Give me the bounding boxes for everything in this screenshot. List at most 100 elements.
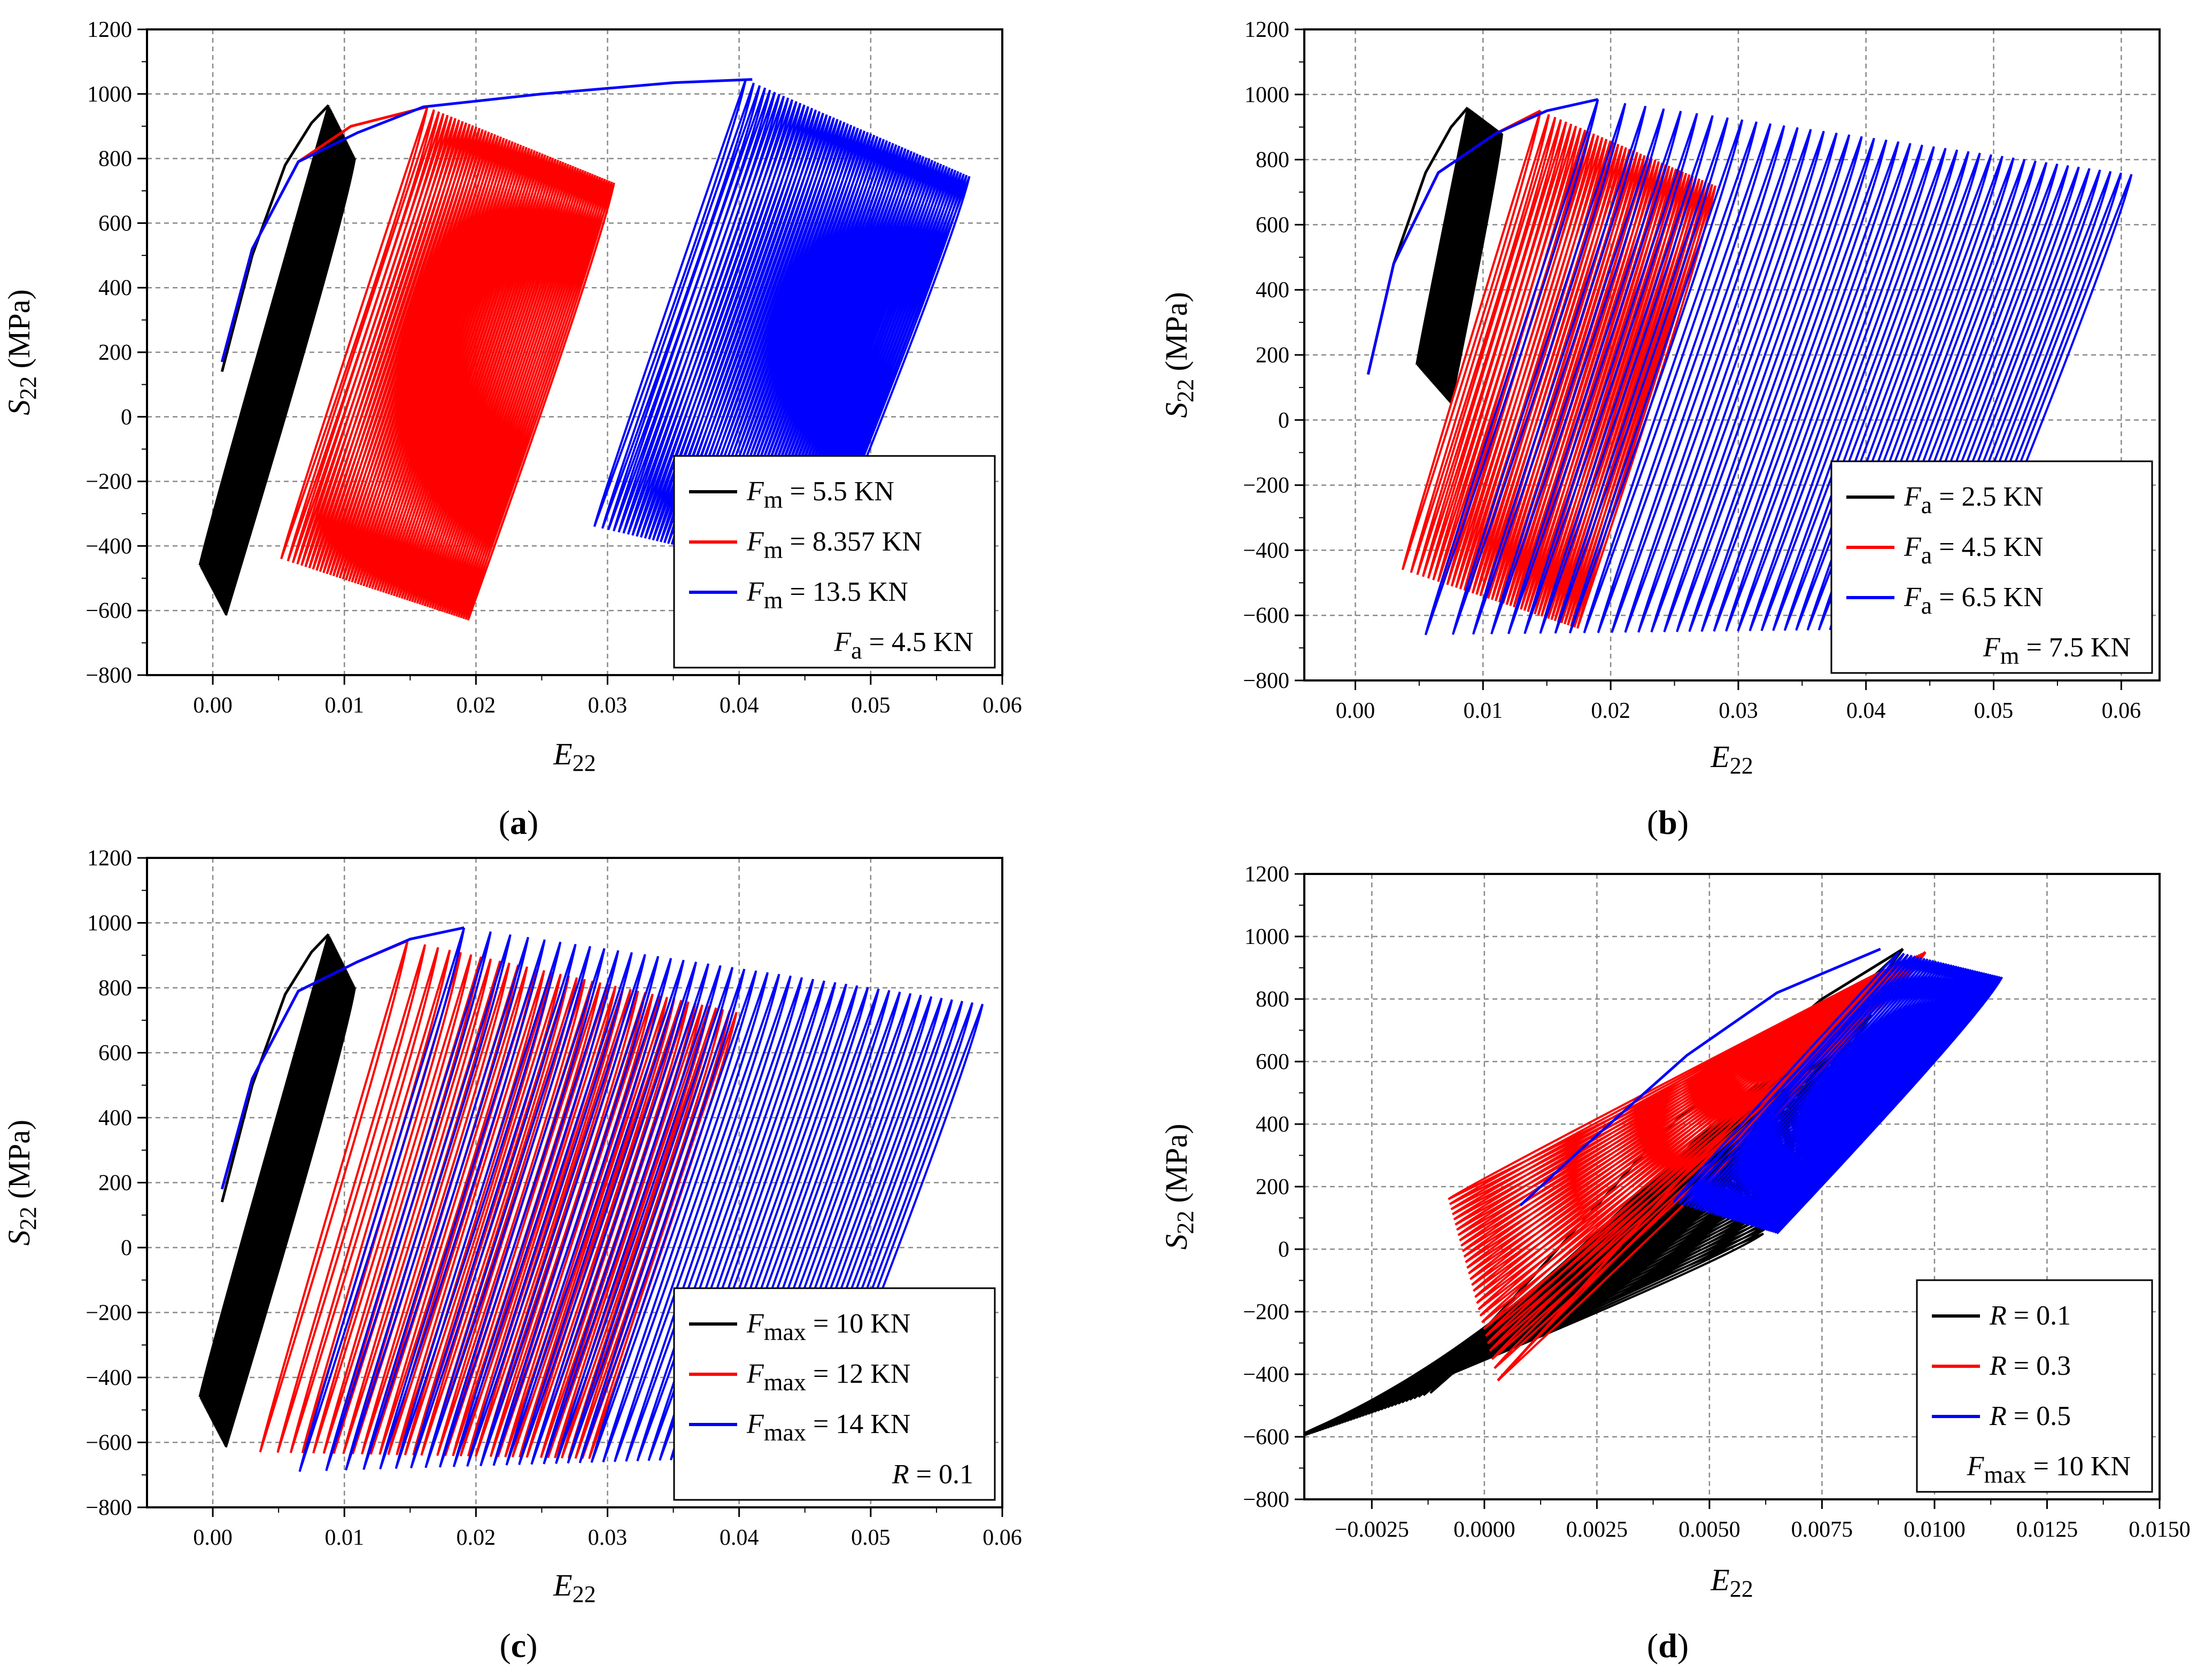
series-cycles xyxy=(280,106,615,621)
x-tick-label: 0.03 xyxy=(588,693,628,718)
y-tick-label: −800 xyxy=(1243,669,1289,693)
legend-note: Fmax = 10 KN xyxy=(1967,1451,2131,1488)
y-tick-label: 1000 xyxy=(87,82,132,107)
y-tick-label: −800 xyxy=(86,663,132,688)
y-tick-label: 1200 xyxy=(1244,18,1289,42)
y-tick-label: 0 xyxy=(1278,1237,1289,1262)
panel-caption: (d) xyxy=(1647,1627,1689,1664)
legend-entry: Fm = 13.5 KN xyxy=(746,577,908,614)
legend: R = 0.1 R = 0.3 R = 0.5 Fmax = 10 KN xyxy=(1916,1279,2153,1493)
y-tick-label: −400 xyxy=(86,1366,132,1390)
x-tick-label: 0.00 xyxy=(1336,699,1375,723)
series-envelope xyxy=(220,78,753,362)
y-axis-label: S22 (MPa) xyxy=(1159,292,1198,418)
legend-note: Fa = 4.5 KN xyxy=(833,627,973,664)
series-cycles xyxy=(1672,951,2003,1235)
y-tick-label: 400 xyxy=(98,276,132,300)
series-envelope xyxy=(1519,948,1881,1206)
x-tick-label: 0.0100 xyxy=(1904,1518,1966,1542)
legend-entry: R = 0.1 xyxy=(1989,1300,2071,1331)
legend-entry: Fa = 2.5 KN xyxy=(1904,482,2044,518)
y-tick-label: 0 xyxy=(121,1236,132,1260)
y-tick-label: 800 xyxy=(1256,148,1289,173)
series-envelope xyxy=(220,104,330,372)
y-tick-label: −600 xyxy=(86,1431,132,1456)
plot-area xyxy=(1366,98,2133,636)
legend: Fa = 2.5 KN Fa = 4.5 KN Fa = 6.5 KN Fm = 7.… xyxy=(1830,460,2153,674)
y-tick-label: 1000 xyxy=(1244,925,1289,949)
x-axis-label: E22 xyxy=(553,737,595,776)
x-tick-label: 0.04 xyxy=(720,693,759,718)
y-tick-label: 200 xyxy=(1256,1175,1289,1199)
x-tick-label: 0.06 xyxy=(2102,699,2141,723)
y-tick-label: −200 xyxy=(1243,1300,1289,1325)
x-tick-label: 0.02 xyxy=(1591,699,1630,723)
x-tick-label: 0.0000 xyxy=(1453,1518,1515,1542)
series-envelope xyxy=(220,926,465,1190)
y-axis-label: S22 (MPa) xyxy=(2,289,41,415)
y-axis-label: S22 (MPa) xyxy=(2,1120,41,1246)
legend-entry: Fa = 6.5 KN xyxy=(1904,582,2044,619)
x-tick-label: 0.03 xyxy=(588,1526,628,1550)
x-tick-label: 0.02 xyxy=(457,1526,496,1550)
panel-caption: (c) xyxy=(499,1627,537,1664)
y-tick-label: 200 xyxy=(98,1171,132,1196)
series-1 xyxy=(198,104,356,616)
y-tick-label: 1000 xyxy=(87,911,132,936)
series-envelope xyxy=(1366,98,1598,375)
y-tick-label: 600 xyxy=(1256,213,1289,237)
series-3 xyxy=(1519,948,2003,1235)
y-tick-label: −800 xyxy=(86,1496,132,1520)
x-tick-label: 0.05 xyxy=(851,693,891,718)
panel-caption: (a) xyxy=(499,803,539,841)
legend-entry: Fm = 8.357 KN xyxy=(746,527,922,563)
legend-entry: Fmax = 12 KN xyxy=(746,1359,910,1396)
x-tick-label: 0.04 xyxy=(720,1526,759,1550)
y-tick-label: 600 xyxy=(98,1041,132,1066)
y-tick-label: 800 xyxy=(98,147,132,172)
panel-c: 0.00 0.01 0.02 0.03 0.04 0.05 0.06 −800 −600 −400… xyxy=(2,846,1022,1664)
panel-d: −0.0025 0.0000 0.0025 0.0050 0.0075 0.0100 0.0… xyxy=(1159,862,2191,1664)
y-tick-label: 800 xyxy=(1256,987,1289,1012)
x-tick-label: 0.02 xyxy=(457,693,496,718)
y-tick-label: 600 xyxy=(1256,1050,1289,1074)
y-tick-label: 1200 xyxy=(87,18,132,42)
series-cycles xyxy=(198,105,356,616)
series-envelope xyxy=(220,933,330,1203)
x-tick-label: 0.0125 xyxy=(2016,1518,2078,1542)
series-cycles xyxy=(1448,951,1927,1382)
plot-area xyxy=(198,926,984,1472)
x-axis-label: E22 xyxy=(1710,739,1753,779)
x-tick-label: 0.06 xyxy=(983,693,1022,718)
y-tick-label: 400 xyxy=(1256,1112,1289,1137)
x-tick-label: 0.03 xyxy=(1719,699,1758,723)
legend-entry: Fmax = 14 KN xyxy=(746,1409,910,1446)
axes: 0.00 0.01 0.02 0.03 0.04 0.05 0.06 −800 −600 −400… xyxy=(86,18,1022,718)
y-tick-label: −600 xyxy=(1243,603,1289,628)
x-axis-label: E22 xyxy=(1710,1562,1753,1602)
x-tick-label: 0.0050 xyxy=(1678,1518,1740,1542)
y-tick-label: 1000 xyxy=(1244,83,1289,107)
series-1 xyxy=(198,933,356,1448)
x-tick-label: 0.06 xyxy=(983,1526,1022,1550)
panel-a: 0.00 0.01 0.02 0.03 0.04 0.05 0.06 −800 −600 −400… xyxy=(2,18,1022,841)
y-tick-label: 0 xyxy=(121,405,132,430)
legend: Fm = 5.5 KN Fm = 8.357 KN Fm = 13.5 KN Fa =… xyxy=(673,455,996,669)
legend-entry: R = 0.3 xyxy=(1989,1351,2071,1381)
y-tick-label: −200 xyxy=(1243,474,1289,498)
y-tick-label: −800 xyxy=(1243,1488,1289,1512)
x-tick-label: 0.01 xyxy=(1464,699,1503,723)
y-tick-label: 1200 xyxy=(87,846,132,871)
x-tick-label: 0.0150 xyxy=(2129,1518,2191,1542)
legend: Fmax = 10 KN Fmax = 12 KN Fmax = 14 KN R = … xyxy=(673,1287,996,1501)
legend-entry: Fa = 4.5 KN xyxy=(1904,532,2044,569)
y-tick-label: 800 xyxy=(98,976,132,1001)
panel-caption: (b) xyxy=(1647,803,1689,841)
x-tick-label: 0.0025 xyxy=(1566,1518,1628,1542)
x-tick-label: 0.00 xyxy=(193,693,233,718)
legend-entry: R = 0.5 xyxy=(1989,1401,2071,1431)
x-tick-label: 0.00 xyxy=(193,1526,233,1550)
plot-area xyxy=(1304,948,2003,1437)
y-tick-label: −600 xyxy=(86,599,132,623)
